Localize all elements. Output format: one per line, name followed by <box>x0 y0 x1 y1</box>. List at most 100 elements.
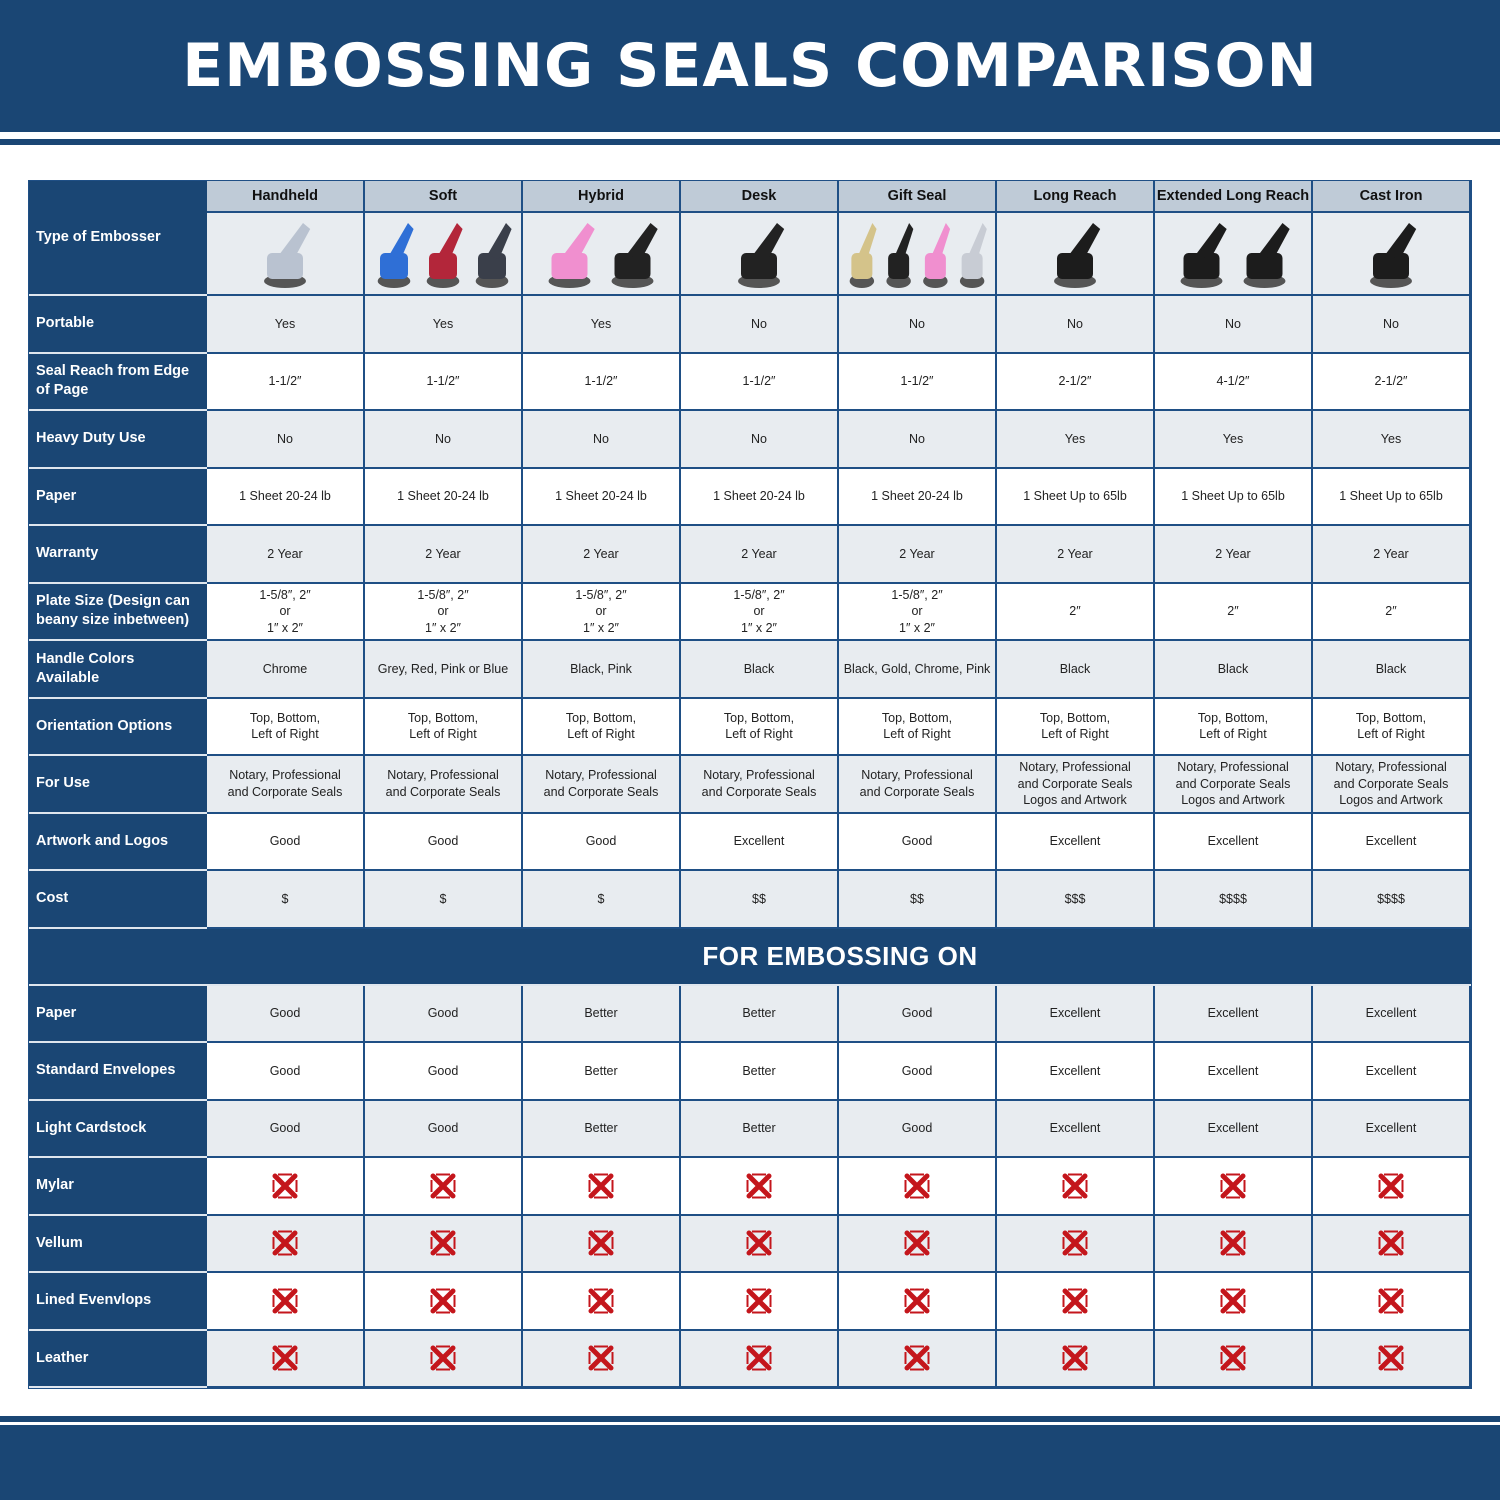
table-cell: Excellent <box>997 985 1155 1043</box>
table-cell: 1 Sheet Up to 65lb <box>1313 468 1471 526</box>
table-cell: Excellent <box>681 813 839 871</box>
table-cell <box>839 1330 997 1388</box>
table-cell: Top, Bottom, Left of Right <box>365 698 523 756</box>
table-cell: No <box>365 411 523 469</box>
table-cell: Excellent <box>997 813 1155 871</box>
table-cell: $$$ <box>997 871 1155 929</box>
table-cell: Good <box>839 985 997 1043</box>
table-cell: 2″ <box>1313 583 1471 641</box>
x-mark-icon <box>1220 1345 1246 1371</box>
table-cell: Good <box>839 1100 997 1158</box>
x-mark-icon <box>430 1230 456 1256</box>
row-label: Artwork and Logos <box>29 813 207 871</box>
row-label: Portable <box>29 296 207 354</box>
column-header: Soft <box>365 181 523 213</box>
table-cell: Yes <box>365 296 523 354</box>
table-cell: Grey, Red, Pink or Blue <box>365 641 523 699</box>
row-label-type: Type of Embosser <box>29 181 207 296</box>
table-cell: 1 Sheet 20-24 lb <box>207 468 365 526</box>
table-cell: Yes <box>207 296 365 354</box>
table-cell <box>523 1273 681 1331</box>
column-header: Cast Iron <box>1313 181 1471 213</box>
table-cell: Good <box>207 1043 365 1101</box>
table-cell: No <box>681 296 839 354</box>
table-cell: $$ <box>681 871 839 929</box>
table-cell <box>1313 1330 1471 1388</box>
table-cell: Black <box>1155 641 1313 699</box>
table-cell: 2 Year <box>523 526 681 584</box>
product-image-cell <box>681 213 839 296</box>
row-label: Standard Envelopes <box>29 1043 207 1101</box>
table-cell: Excellent <box>1313 985 1471 1043</box>
table-cell: Notary, Professional and Corporate Seals <box>207 756 365 814</box>
x-mark-icon <box>1062 1345 1088 1371</box>
table-cell <box>839 1215 997 1273</box>
table-cell <box>681 1330 839 1388</box>
table-cell: Better <box>681 1043 839 1101</box>
table-cell: Notary, Professional and Corporate Seals <box>839 756 997 814</box>
page-title: EMBOSSING SEALS COMPARISON <box>182 31 1318 101</box>
x-mark-icon <box>272 1173 298 1199</box>
embosser-image <box>1180 222 1290 288</box>
table-cell: Black, Gold, Chrome, Pink <box>839 641 997 699</box>
row-label: Seal Reach from Edge of Page <box>29 353 207 411</box>
table-cell <box>681 1273 839 1331</box>
table-cell <box>523 1158 681 1216</box>
table-cell: Good <box>365 1043 523 1101</box>
table-cell: Yes <box>997 411 1155 469</box>
table-cell: $ <box>365 871 523 929</box>
table-cell: Yes <box>523 296 681 354</box>
table-cell: Excellent <box>997 1043 1155 1101</box>
table-cell: Better <box>681 985 839 1043</box>
table-cell: 1-1/2″ <box>681 353 839 411</box>
table-cell: $$ <box>839 871 997 929</box>
table-cell: 2-1/2″ <box>1313 353 1471 411</box>
table-cell: Good <box>523 813 681 871</box>
x-mark-icon <box>1378 1345 1404 1371</box>
column-header: Extended Long Reach <box>1155 181 1313 213</box>
product-image-cell <box>365 213 523 296</box>
table-cell: Chrome <box>207 641 365 699</box>
row-label: Heavy Duty Use <box>29 411 207 469</box>
row-label: Orientation Options <box>29 698 207 756</box>
table-cell: Top, Bottom, Left of Right <box>681 698 839 756</box>
table-cell: Notary, Professional and Corporate Seals… <box>997 756 1155 814</box>
x-mark-icon <box>1378 1173 1404 1199</box>
x-mark-icon <box>272 1345 298 1371</box>
table-cell: Excellent <box>1155 813 1313 871</box>
x-mark-icon <box>1062 1230 1088 1256</box>
x-mark-icon <box>1220 1230 1246 1256</box>
table-cell: 1-1/2″ <box>365 353 523 411</box>
table-cell <box>207 1330 365 1388</box>
table-cell: 2″ <box>1155 583 1313 641</box>
table-cell: 2-1/2″ <box>997 353 1155 411</box>
table-cell: Good <box>365 985 523 1043</box>
table-cell: 1 Sheet 20-24 lb <box>365 468 523 526</box>
x-mark-icon <box>746 1230 772 1256</box>
x-mark-icon <box>746 1345 772 1371</box>
table-cell: Good <box>365 813 523 871</box>
x-mark-icon <box>588 1345 614 1371</box>
x-mark-icon <box>904 1288 930 1314</box>
product-image-cell <box>207 213 365 296</box>
embosser-image <box>377 222 512 288</box>
table-cell: 2 Year <box>365 526 523 584</box>
x-mark-icon <box>430 1288 456 1314</box>
product-image-cell <box>523 213 681 296</box>
table-cell: 1 Sheet Up to 65lb <box>1155 468 1313 526</box>
table-cell: Top, Bottom, Left of Right <box>1313 698 1471 756</box>
table-cell: Notary, Professional and Corporate Seals… <box>1155 756 1313 814</box>
table-cell <box>207 1158 365 1216</box>
x-mark-icon <box>1062 1288 1088 1314</box>
table-cell: Good <box>207 985 365 1043</box>
table-cell: $$$$ <box>1313 871 1471 929</box>
table-cell: Notary, Professional and Corporate Seals <box>681 756 839 814</box>
row-label: Paper <box>29 985 207 1043</box>
table-cell <box>207 1273 365 1331</box>
x-mark-icon <box>588 1288 614 1314</box>
table-cell: 2 Year <box>839 526 997 584</box>
table-cell <box>1313 1273 1471 1331</box>
table-cell: Yes <box>1313 411 1471 469</box>
table-cell: Excellent <box>1155 985 1313 1043</box>
table-cell <box>523 1330 681 1388</box>
